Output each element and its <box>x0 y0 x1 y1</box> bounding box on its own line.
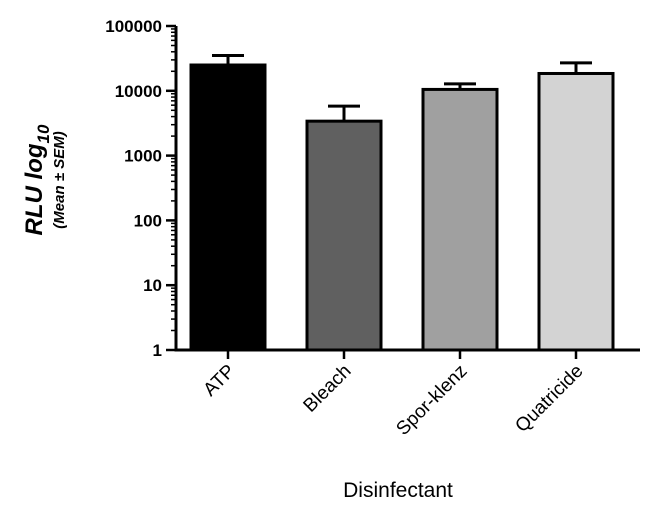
y-tick-label: 1000 <box>124 147 162 166</box>
bar <box>191 65 265 350</box>
bar <box>307 121 381 350</box>
x-tick-label: Bleach <box>300 361 356 417</box>
bar <box>423 89 497 350</box>
bars <box>191 56 613 350</box>
y-axis-label-main: RLU log <box>21 143 48 235</box>
x-tick-label: ATP <box>200 361 240 401</box>
y-tick-label: 100 <box>134 211 162 230</box>
y-axis-label: RLU log10 <box>21 124 53 235</box>
x-tick-label: Spor-klenz <box>392 361 471 440</box>
y-tick-label: 100000 <box>105 17 162 36</box>
x-tick-labels: ATP Bleach Spor-klenz Quatricide <box>200 350 588 440</box>
y-ticks: 1 10 100 1000 10000 100000 <box>105 17 176 360</box>
x-tick-label: Quatricide <box>511 361 587 437</box>
x-axis-label: Disinfectant <box>343 479 453 502</box>
bar <box>539 73 613 350</box>
y-axis-label-sub: (Mean ± SEM) <box>51 131 68 228</box>
y-tick-label: 1 <box>153 341 162 360</box>
y-tick-label: 10 <box>143 276 162 295</box>
y-tick-label: 10000 <box>115 82 162 101</box>
